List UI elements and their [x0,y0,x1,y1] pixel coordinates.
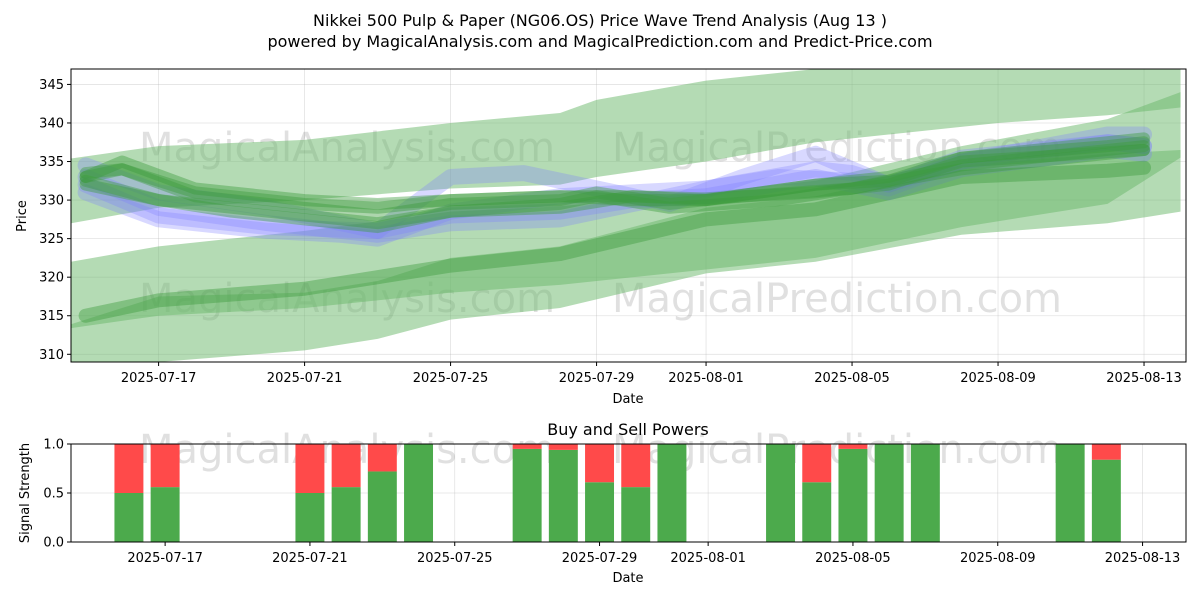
price-x-axis-label: Date [612,392,643,407]
buy-bar [114,493,144,542]
x-tick-label: 2025-08-09 [960,371,1036,386]
buy-bar [874,444,904,542]
sell-bar [512,444,542,449]
x-tick-label: 2025-07-21 [267,371,343,386]
price-waves [77,126,1153,323]
sell-bar [1091,444,1121,460]
sell-bar [585,444,615,483]
buy-sell-plot: Buy and Sell Powers MagicalAnalysis.com … [18,420,1187,586]
y-tick-label: 340 [39,116,64,131]
buy-bar [331,487,361,542]
buy-bar [621,487,651,542]
price-x-ticks: 2025-07-17 2025-07-21 2025-07-25 2025-07-29… [121,362,1182,386]
buy-bar [295,493,325,542]
prediction-band [71,69,1181,224]
green-wave-line [79,143,1151,222]
green-wave-line [79,136,1151,214]
green-wave-line [78,160,1152,323]
price-y-axis-label: Price [15,200,30,232]
sell-bar [838,444,868,449]
buy-bar [512,448,542,542]
buy-bar [657,444,687,542]
buy-bar [766,444,796,542]
x-tick-label: 2025-08-13 [1106,371,1182,386]
buy-sell-y-axis-label: Signal Strength [18,443,33,543]
sell-bar [548,444,578,450]
x-tick-label: 2025-08-05 [814,371,890,386]
sell-bar [114,444,144,493]
price-plot-frame [70,68,1187,363]
price-y-ticks: 310 315 320 325 330 335 340 345 [39,78,71,363]
y-tick-label: 325 [39,232,64,247]
buy-sell-x-ticks: 2025-07-17 2025-07-21 2025-07-25 2025-07-29… [127,542,1180,566]
buy-bar [150,487,180,542]
buy-sell-bars [114,444,1121,542]
y-tick-label: 310 [39,348,64,363]
buy-bar [367,471,397,542]
sell-bar [802,444,832,483]
blue-wave-line [77,134,1153,243]
x-tick-label: 2025-07-17 [127,551,203,566]
x-tick-label: 2025-08-13 [1105,551,1181,566]
x-tick-label: 2025-08-01 [668,371,744,386]
buy-bar [838,448,868,542]
x-tick-label: 2025-07-17 [121,371,197,386]
x-tick-label: 2025-07-29 [559,371,635,386]
x-tick-label: 2025-08-01 [670,551,746,566]
watermark-text: MagicalPrediction.com [612,427,1062,473]
blue-wave-line [77,134,1153,247]
buy-bar [404,444,434,542]
blue-wave-line [77,141,1153,239]
y-tick-label: 1.0 [43,438,64,453]
y-tick-label: 335 [39,155,64,170]
x-tick-label: 2025-07-29 [562,551,638,566]
watermark-text: MagicalPrediction.com [612,276,1062,322]
prediction-band [71,149,1181,362]
buy-bar [1091,459,1121,542]
sell-bar [295,444,325,493]
x-tick-label: 2025-08-05 [815,551,891,566]
y-tick-label: 315 [39,309,64,324]
buy-bar [548,449,578,542]
x-tick-label: 2025-07-25 [413,371,489,386]
sell-bar [367,444,397,472]
buy-sell-y-ticks: 0.0 0.5 1.0 [43,438,71,551]
chart-subtitle: powered by MagicalAnalysis.com and Magic… [267,32,932,51]
buy-bar [802,482,832,542]
blue-wave-line [77,126,1153,239]
sell-bar [621,444,651,488]
x-tick-label: 2025-07-21 [272,551,348,566]
chart-title: Nikkei 500 Pulp & Paper (NG06.OS) Price … [313,11,887,30]
y-tick-label: 0.0 [43,536,64,551]
y-tick-label: 345 [39,78,64,93]
x-tick-label: 2025-08-09 [960,551,1036,566]
sell-bar [150,444,180,488]
buy-bar [585,482,615,542]
x-tick-label: 2025-07-25 [417,551,493,566]
green-wave-line [79,132,1151,230]
green-wave-line [79,140,1151,234]
buy-bar [910,444,940,542]
buy-sell-title: Buy and Sell Powers [547,420,709,439]
green-wave-line [79,143,1151,210]
prediction-bands [71,69,1181,362]
y-tick-label: 330 [39,194,64,209]
prediction-band [71,92,1181,329]
buy-bar [1055,444,1085,542]
price-wave-plot: MagicalAnalysis.com MagicalPrediction.co… [15,68,1187,407]
y-tick-label: 320 [39,271,64,286]
sell-bar [331,444,361,488]
y-tick-label: 0.5 [43,487,64,502]
buy-sell-x-axis-label: Date [612,571,643,586]
